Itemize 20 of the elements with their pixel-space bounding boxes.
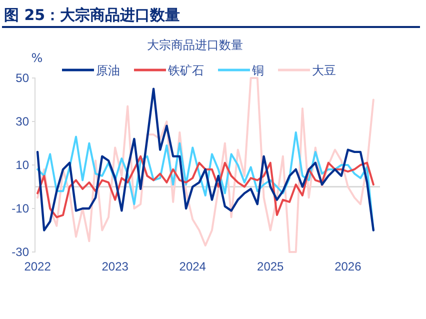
- legend-label: 铜: [251, 64, 264, 78]
- x-tick-label: 2025: [257, 260, 284, 274]
- y-axis-title: %: [31, 51, 43, 65]
- x-tick-label: 2024: [179, 260, 206, 274]
- y-tick-label: 10: [16, 158, 30, 172]
- chart-title: 图 25：大宗商品进口数量: [4, 6, 180, 24]
- legend-label: 原油: [96, 64, 120, 78]
- y-tick-label: -30: [12, 244, 30, 259]
- line-series: [36, 77, 374, 253]
- legend-label: 大豆: [312, 64, 336, 78]
- chart-subtitle: 大宗商品进口数量: [147, 38, 243, 52]
- line-series: [36, 88, 375, 232]
- x-tick-label: 2023: [102, 260, 129, 274]
- x-tick-label: 2022: [24, 260, 52, 274]
- line-series: [36, 155, 374, 218]
- y-tick-label: -10: [12, 201, 30, 216]
- legend-label: 铁矿石: [167, 64, 204, 78]
- x-tick-label: 2026: [334, 260, 362, 274]
- y-tick-label: 50: [16, 70, 30, 85]
- y-tick-label: 30: [16, 114, 30, 128]
